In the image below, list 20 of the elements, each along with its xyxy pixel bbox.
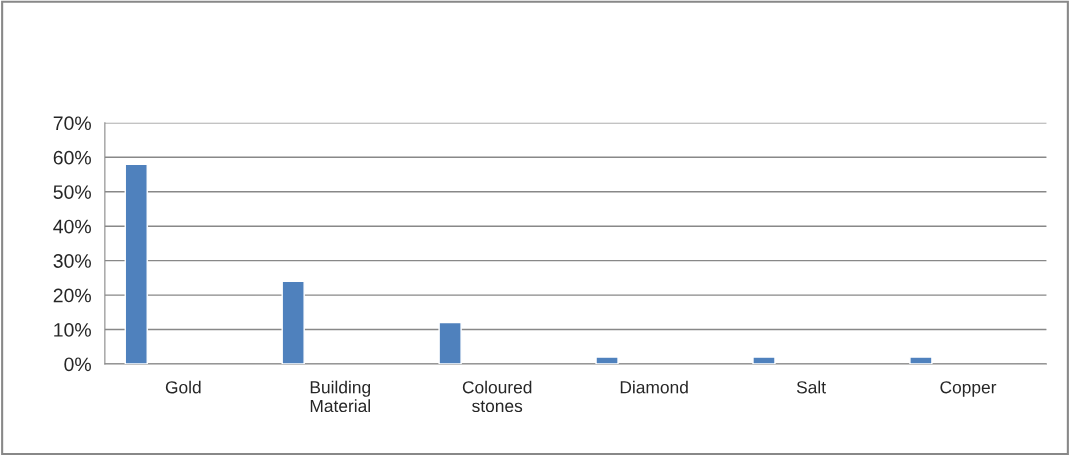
y-tick-label: 50% (53, 185, 91, 199)
bar (124, 163, 148, 364)
x-tick-label: Copper (940, 381, 997, 397)
x-tick-label: Salt (796, 380, 826, 394)
y-tick-label: 20% (53, 288, 91, 303)
x-tick-label: Coloured stones (462, 380, 532, 413)
x-tick-label: Diamond (620, 380, 688, 394)
x-tick-label: Gold (165, 380, 201, 394)
bar (909, 356, 933, 364)
y-tick-label: 10% (54, 323, 91, 337)
y-tick-label: 30% (53, 254, 91, 268)
y-tick-label: 70% (53, 116, 91, 131)
y-tick-label: 40% (53, 219, 91, 234)
bar (752, 356, 776, 364)
y-tick-label: 60% (53, 150, 91, 165)
bar (281, 280, 305, 364)
bar (438, 321, 462, 364)
x-tick-label: Building Material (310, 380, 371, 413)
y-tick-label: 0% (64, 357, 91, 372)
bar (595, 356, 619, 364)
